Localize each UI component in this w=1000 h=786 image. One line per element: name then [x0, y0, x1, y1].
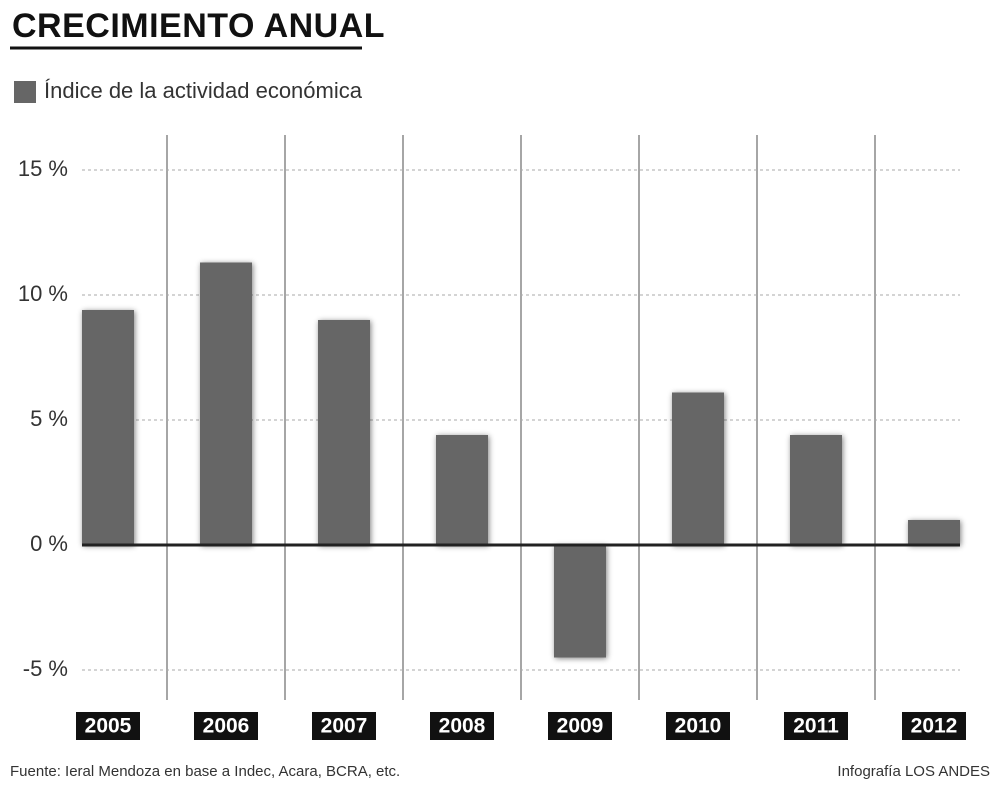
- source-note: Fuente: Ieral Mendoza en base a Indec, A…: [10, 763, 400, 780]
- bar: [554, 545, 606, 658]
- y-tick-label: 5 %: [30, 406, 68, 431]
- bar: [436, 435, 488, 545]
- year-box: [194, 712, 258, 740]
- bar: [790, 435, 842, 545]
- x-tick-label: 2005: [85, 715, 132, 738]
- bar: [318, 320, 370, 545]
- x-tick-label: 2009: [557, 715, 604, 738]
- year-box: [902, 712, 966, 740]
- y-tick-label: -5 %: [23, 656, 68, 681]
- x-tick-label: 2006: [203, 715, 250, 738]
- y-tick-label: 0 %: [30, 531, 68, 556]
- x-tick-label: 2008: [439, 715, 486, 738]
- year-box: [430, 712, 494, 740]
- x-tick-label: 2011: [793, 715, 839, 738]
- y-tick-label: 10 %: [18, 281, 68, 306]
- legend-swatch: [14, 81, 36, 103]
- x-tick-label: 2010: [675, 715, 722, 738]
- x-tick-label: 2007: [321, 715, 368, 738]
- y-tick-label: 15 %: [18, 156, 68, 181]
- bar: [672, 392, 724, 545]
- year-box: [666, 712, 730, 740]
- bar: [908, 520, 960, 545]
- legend-label: Índice de la actividad económica: [44, 78, 363, 103]
- x-tick-label: 2012: [911, 715, 958, 738]
- credit: Infografía LOS ANDES: [837, 763, 990, 780]
- year-box: [76, 712, 140, 740]
- bar: [82, 310, 134, 545]
- year-box: [784, 712, 848, 740]
- year-box: [548, 712, 612, 740]
- chart-title: CRECIMIENTO ANUAL: [12, 7, 385, 45]
- bar: [200, 262, 252, 545]
- year-box: [312, 712, 376, 740]
